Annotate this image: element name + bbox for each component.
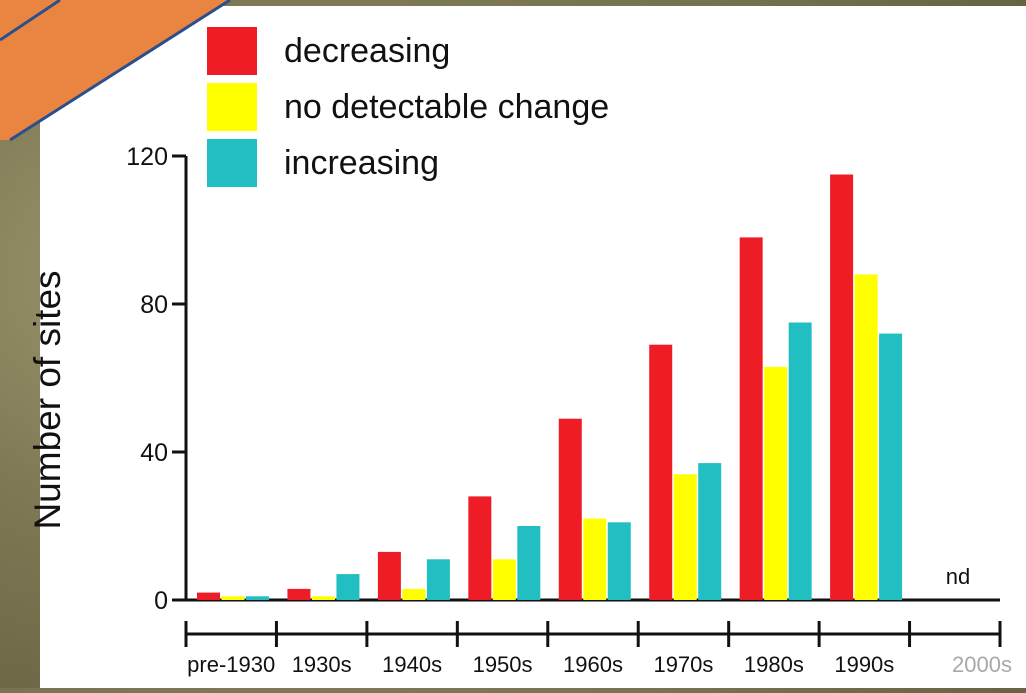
bar-increasing-1930s (336, 574, 360, 600)
bar-increasing-1970s (698, 463, 722, 600)
nd-annotation: nd (946, 564, 970, 589)
bar-increasing-pre-1930 (246, 596, 269, 600)
bar-no-detectable-change-1980s (764, 366, 788, 600)
bar-decreasing-1980s (739, 237, 763, 600)
bar-no-detectable-change-1930s (311, 596, 335, 600)
x-tick-label-1930s: 1930s (292, 652, 352, 677)
ribbon-edge-bottom (9, 0, 231, 142)
x-tick-label-1980s: 1980s (744, 652, 804, 677)
bar-increasing-1940s (426, 559, 450, 600)
bar-decreasing-1970s (649, 344, 673, 600)
bar-no-detectable-change-pre-1930 (221, 596, 245, 600)
x-tick-label-1960s: 1960s (563, 652, 623, 677)
x-tick-label-1950s: 1950s (473, 652, 533, 677)
bar-decreasing-1990s (830, 174, 854, 600)
legend-label-increasing: increasing (284, 144, 439, 182)
x-tick-label-pre-1930: pre-1930 (187, 652, 275, 677)
y-tick-label-40: 40 (140, 439, 168, 467)
legend-label-no-detectable-change: no detectable change (284, 88, 609, 126)
bar-no-detectable-change-1960s (583, 518, 607, 600)
x-tick-label-1990s: 1990s (834, 652, 894, 677)
legend-swatch-decreasing (207, 27, 257, 75)
x-tick-label-1940s: 1940s (382, 652, 442, 677)
bar-no-detectable-change-1970s (673, 474, 697, 600)
y-tick-label-0: 0 (154, 587, 168, 615)
bar-increasing-1960s (607, 522, 631, 600)
bar-decreasing-1960s (558, 418, 582, 600)
legend-swatch-increasing (207, 139, 257, 187)
bar-decreasing-1950s (468, 496, 492, 600)
x-tick-label-2000s: 2000s (952, 652, 1012, 677)
bar-decreasing-1940s (377, 551, 401, 600)
bars-group (197, 174, 903, 600)
bar-no-detectable-change-1990s (854, 274, 878, 600)
bar-increasing-1980s (788, 322, 812, 600)
bar-decreasing-1930s (287, 588, 311, 600)
x-tick-label-1970s: 1970s (653, 652, 713, 677)
bar-increasing-1990s (879, 333, 903, 600)
y-tick-label-120: 120 (126, 143, 168, 171)
bar-increasing-1950s (517, 526, 541, 600)
legend-swatch-no-detectable-change (207, 83, 257, 131)
legend: decreasing no detectable change increasing (207, 27, 609, 187)
bar-no-detectable-change-1950s (492, 559, 516, 600)
x-axis: pre-1930 1930s 1940s 1950s 1960s 1970s 1980s 19… (184, 621, 1012, 677)
bar-decreasing-pre-1930 (197, 592, 220, 600)
y-tick-label-80: 80 (140, 291, 168, 319)
legend-label-decreasing: decreasing (284, 32, 450, 70)
bar-no-detectable-change-1940s (402, 588, 426, 600)
ribbon-edge-top (0, 0, 61, 42)
y-axis-title: Number of sites (27, 270, 68, 529)
